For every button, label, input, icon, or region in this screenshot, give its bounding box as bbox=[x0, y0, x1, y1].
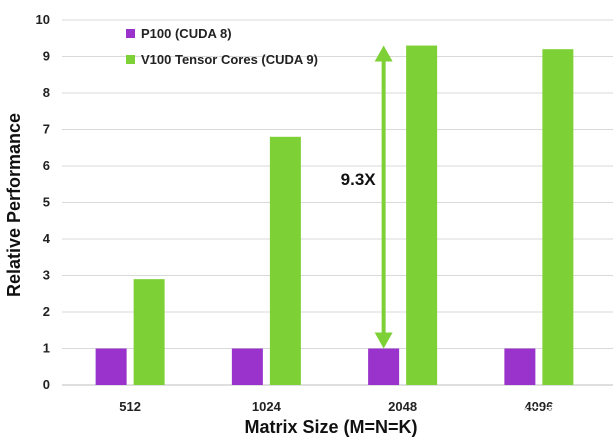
annotation-label: 9.3X bbox=[341, 170, 377, 189]
bar-v100-512 bbox=[133, 279, 165, 385]
y-tick-label: 2 bbox=[43, 304, 50, 319]
y-tick-label: 3 bbox=[43, 268, 50, 283]
bar-v100-1024 bbox=[269, 136, 301, 385]
y-tick-label: 9 bbox=[43, 49, 50, 64]
annotation: 9.3X bbox=[341, 45, 393, 349]
y-tick-label: 1 bbox=[43, 341, 50, 356]
bar-p100-4096 bbox=[504, 348, 536, 385]
x-tick-label-2048: 2048 bbox=[388, 399, 417, 414]
y-tick-label: 5 bbox=[43, 195, 50, 210]
y-tick-label: 7 bbox=[43, 122, 50, 137]
watermark-text: 知乎 @江南泣 bbox=[480, 404, 575, 422]
annotation-arrow-head-up bbox=[374, 45, 393, 62]
y-tick-label: 0 bbox=[43, 377, 50, 392]
x-axis-title: Matrix Size (M=N=K) bbox=[244, 417, 417, 437]
legend: P100 (CUDA 8) V100 Tensor Cores (CUDA 9) bbox=[126, 26, 318, 67]
legend-label-v100: V100 Tensor Cores (CUDA 9) bbox=[141, 52, 318, 67]
annotation-arrow-head-down bbox=[374, 332, 393, 349]
x-tick-label-512: 512 bbox=[119, 399, 141, 414]
legend-swatch-v100 bbox=[126, 55, 135, 64]
y-tick-label: 6 bbox=[43, 158, 50, 173]
y-tick-label: 8 bbox=[43, 85, 50, 100]
x-tick-label-4096: 4096 bbox=[524, 399, 553, 414]
x-tick-labels: 512 1024 2048 4096 bbox=[119, 399, 553, 414]
x-tick-label-1024: 1024 bbox=[252, 399, 282, 414]
legend-swatch-p100 bbox=[126, 29, 135, 38]
bar-p100-512 bbox=[95, 348, 127, 385]
bars bbox=[95, 45, 574, 386]
bar-p100-2048 bbox=[368, 348, 400, 385]
bar-p100-1024 bbox=[231, 348, 263, 385]
y-axis-title: Relative Performance bbox=[4, 113, 24, 297]
bar-v100-2048 bbox=[406, 45, 438, 386]
legend-label-p100: P100 (CUDA 8) bbox=[141, 26, 232, 41]
bar-v100-4096 bbox=[542, 49, 574, 385]
y-tick-labels: 0 1 2 3 4 5 6 7 8 9 10 bbox=[36, 12, 51, 392]
y-tick-label: 4 bbox=[43, 231, 51, 246]
y-tick-label: 10 bbox=[36, 12, 50, 27]
